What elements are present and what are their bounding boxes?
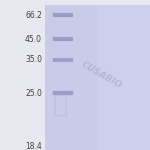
FancyBboxPatch shape <box>53 58 73 62</box>
Text: 35.0: 35.0 <box>25 56 42 64</box>
Text: 𝄞: 𝄞 <box>52 93 68 117</box>
Bar <box>45 4 150 150</box>
Text: 66.2: 66.2 <box>25 11 42 20</box>
Text: CUSABIO: CUSABIO <box>80 60 124 90</box>
FancyBboxPatch shape <box>53 37 73 41</box>
Text: 25.0: 25.0 <box>25 88 42 98</box>
Text: 45.0: 45.0 <box>25 34 42 43</box>
FancyBboxPatch shape <box>53 91 73 95</box>
Bar <box>98 4 150 150</box>
Text: 18.4: 18.4 <box>25 142 42 150</box>
FancyBboxPatch shape <box>53 13 73 17</box>
